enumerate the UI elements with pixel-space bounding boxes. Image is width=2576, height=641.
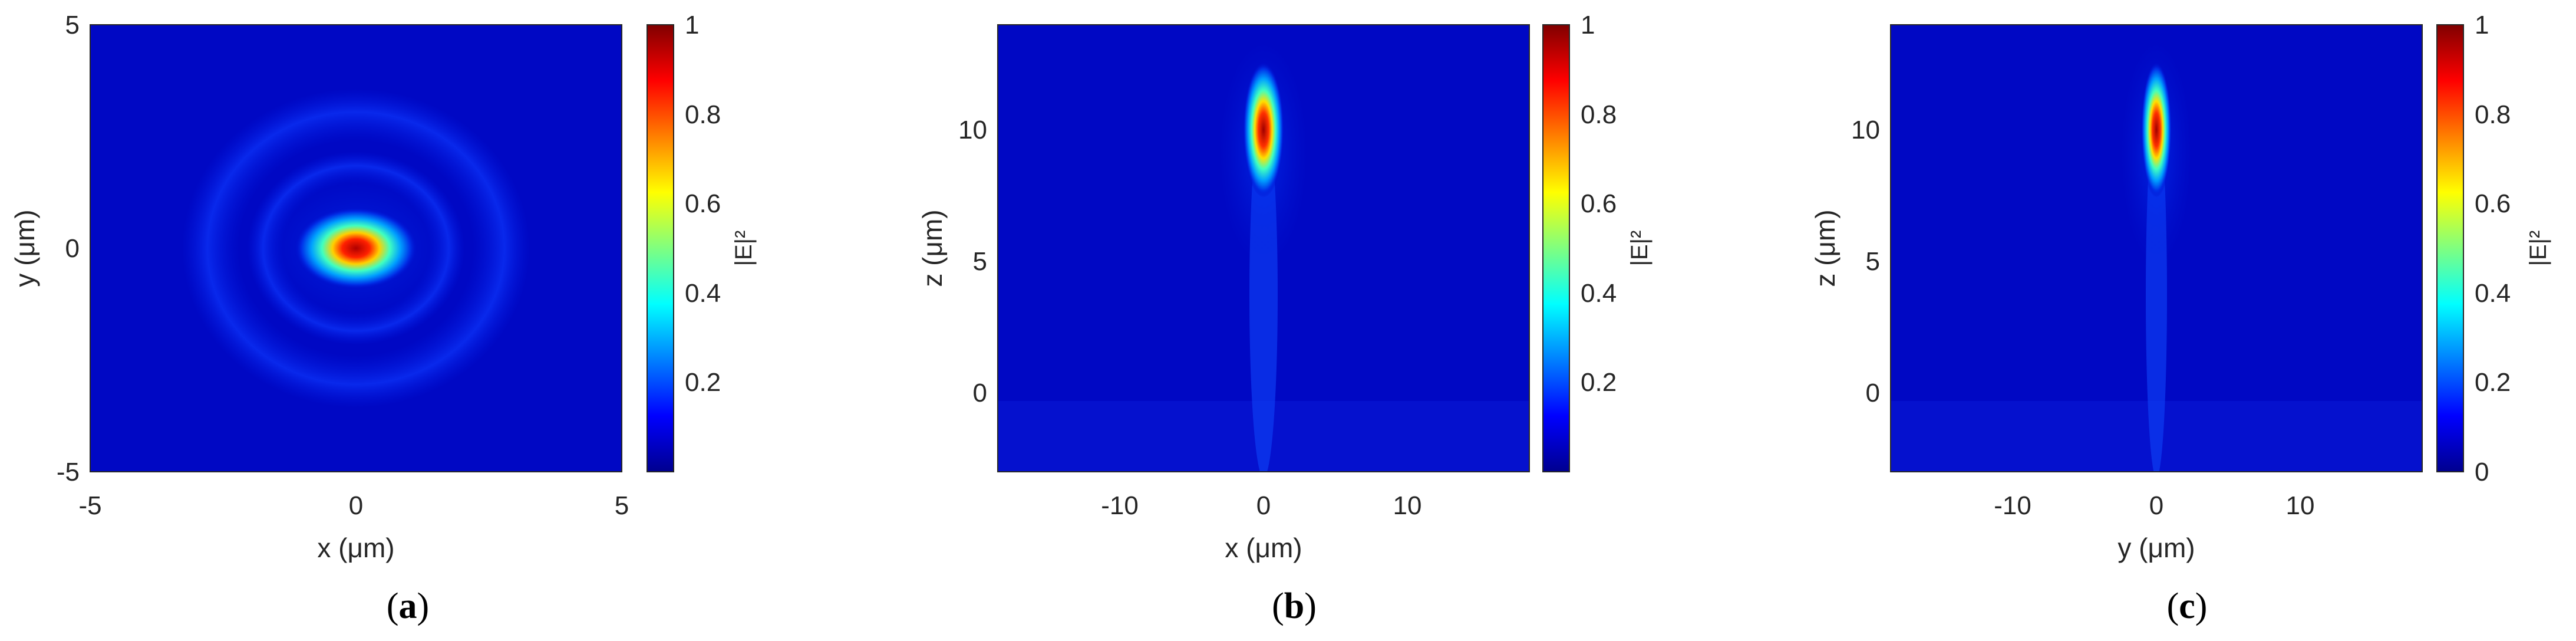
y-ticks: 0 5 10 bbox=[958, 116, 987, 407]
colorbar-label: |E|² bbox=[2525, 231, 2551, 267]
panel-caption: (c) bbox=[2167, 586, 2208, 626]
x-tick-label: 5 bbox=[615, 491, 629, 520]
x-ticks: -10 0 10 bbox=[1101, 491, 1421, 520]
panel-c: -10 0 10 0 5 10 y (μm) z (μm) 0 0.2 0.4 … bbox=[1810, 11, 2551, 626]
colorbar-label: |E|² bbox=[731, 231, 757, 267]
y-tick-label: 10 bbox=[1851, 116, 1880, 144]
colorbar-tick-label: 0.8 bbox=[2475, 100, 2511, 129]
panel-a: -5 0 5 -5 0 5 x (μm) y (μm) 0.2 0.4 0.6 … bbox=[9, 11, 757, 626]
x-tick-label: -10 bbox=[1101, 491, 1139, 520]
panel-b: -10 0 10 0 5 10 x (μm) z (μm) 0.2 0.4 0.… bbox=[917, 11, 1653, 626]
colorbar-tick-label: 0.6 bbox=[1581, 189, 1617, 218]
y-tick-label: 5 bbox=[973, 247, 987, 276]
colorbar bbox=[1542, 24, 1570, 472]
colorbar-tick-label: 0.2 bbox=[685, 368, 721, 397]
plot-frame bbox=[90, 24, 622, 472]
x-tick-label: -5 bbox=[78, 491, 101, 520]
y-tick-label: 0 bbox=[1866, 379, 1880, 407]
x-tick-label: 0 bbox=[2149, 491, 2163, 520]
colorbar-tick-label: 0.2 bbox=[2475, 368, 2511, 397]
x-ticks: -5 0 5 bbox=[78, 491, 629, 520]
y-axis-label: y (μm) bbox=[9, 209, 40, 287]
x-tick-label: 0 bbox=[1256, 491, 1271, 520]
colorbar bbox=[647, 24, 674, 472]
y-tick-label: 5 bbox=[1866, 247, 1880, 276]
y-axis-label: z (μm) bbox=[917, 209, 948, 287]
x-tick-label: 0 bbox=[349, 491, 363, 520]
x-axis-label: x (μm) bbox=[317, 532, 394, 563]
x-axis-label: y (μm) bbox=[2117, 532, 2195, 563]
y-tick-label: -5 bbox=[57, 458, 80, 486]
colorbar-ticks: 0 0.2 0.4 0.6 0.8 1 bbox=[2475, 11, 2511, 486]
x-ticks: -10 0 10 bbox=[1994, 491, 2314, 520]
focal-spot bbox=[1243, 62, 1284, 198]
colorbar-label: |E|² bbox=[1627, 231, 1653, 267]
y-tick-label: 5 bbox=[65, 11, 80, 40]
plot-frame bbox=[997, 24, 1530, 472]
colorbar bbox=[2436, 24, 2464, 472]
x-tick-label: 10 bbox=[2286, 491, 2315, 520]
x-tick-label: -10 bbox=[1994, 491, 2031, 520]
y-axis-label: z (μm) bbox=[1810, 209, 1841, 287]
colorbar-tick-label: 0 bbox=[2475, 458, 2489, 486]
colorbar-tick-label: 0.4 bbox=[2475, 279, 2511, 308]
plot-frame bbox=[1890, 24, 2423, 472]
colorbar-tick-label: 0.8 bbox=[1581, 100, 1617, 129]
x-axis-label: x (μm) bbox=[1225, 532, 1302, 563]
y-ticks: 0 5 10 bbox=[1851, 116, 1880, 407]
x-tick-label: 10 bbox=[1393, 491, 1422, 520]
colorbar-tick-label: 1 bbox=[2475, 11, 2489, 40]
y-tick-label: 10 bbox=[958, 116, 987, 144]
colorbar-tick-label: 0.6 bbox=[685, 189, 721, 218]
focal-spot bbox=[2141, 62, 2172, 198]
colorbar-ticks: 0.2 0.4 0.6 0.8 1 bbox=[1581, 11, 1617, 397]
colorbar-tick-label: 0.4 bbox=[685, 279, 721, 308]
colorbar-tick-label: 1 bbox=[1581, 11, 1595, 40]
y-tick-label: 0 bbox=[65, 234, 80, 263]
colorbar-ticks: 0.2 0.4 0.6 0.8 1 bbox=[685, 11, 721, 397]
panel-caption: (b) bbox=[1272, 586, 1317, 626]
colorbar-tick-label: 1 bbox=[685, 11, 699, 40]
panel-caption: (a) bbox=[387, 586, 429, 626]
colorbar-tick-label: 0.4 bbox=[1581, 279, 1617, 308]
colorbar-tick-label: 0.6 bbox=[2475, 189, 2511, 218]
y-ticks: -5 0 5 bbox=[57, 11, 80, 486]
colorbar-tick-label: 0.8 bbox=[685, 100, 721, 129]
y-tick-label: 0 bbox=[973, 379, 987, 407]
focal-spot bbox=[294, 207, 418, 290]
colorbar-tick-label: 0.2 bbox=[1581, 368, 1617, 397]
